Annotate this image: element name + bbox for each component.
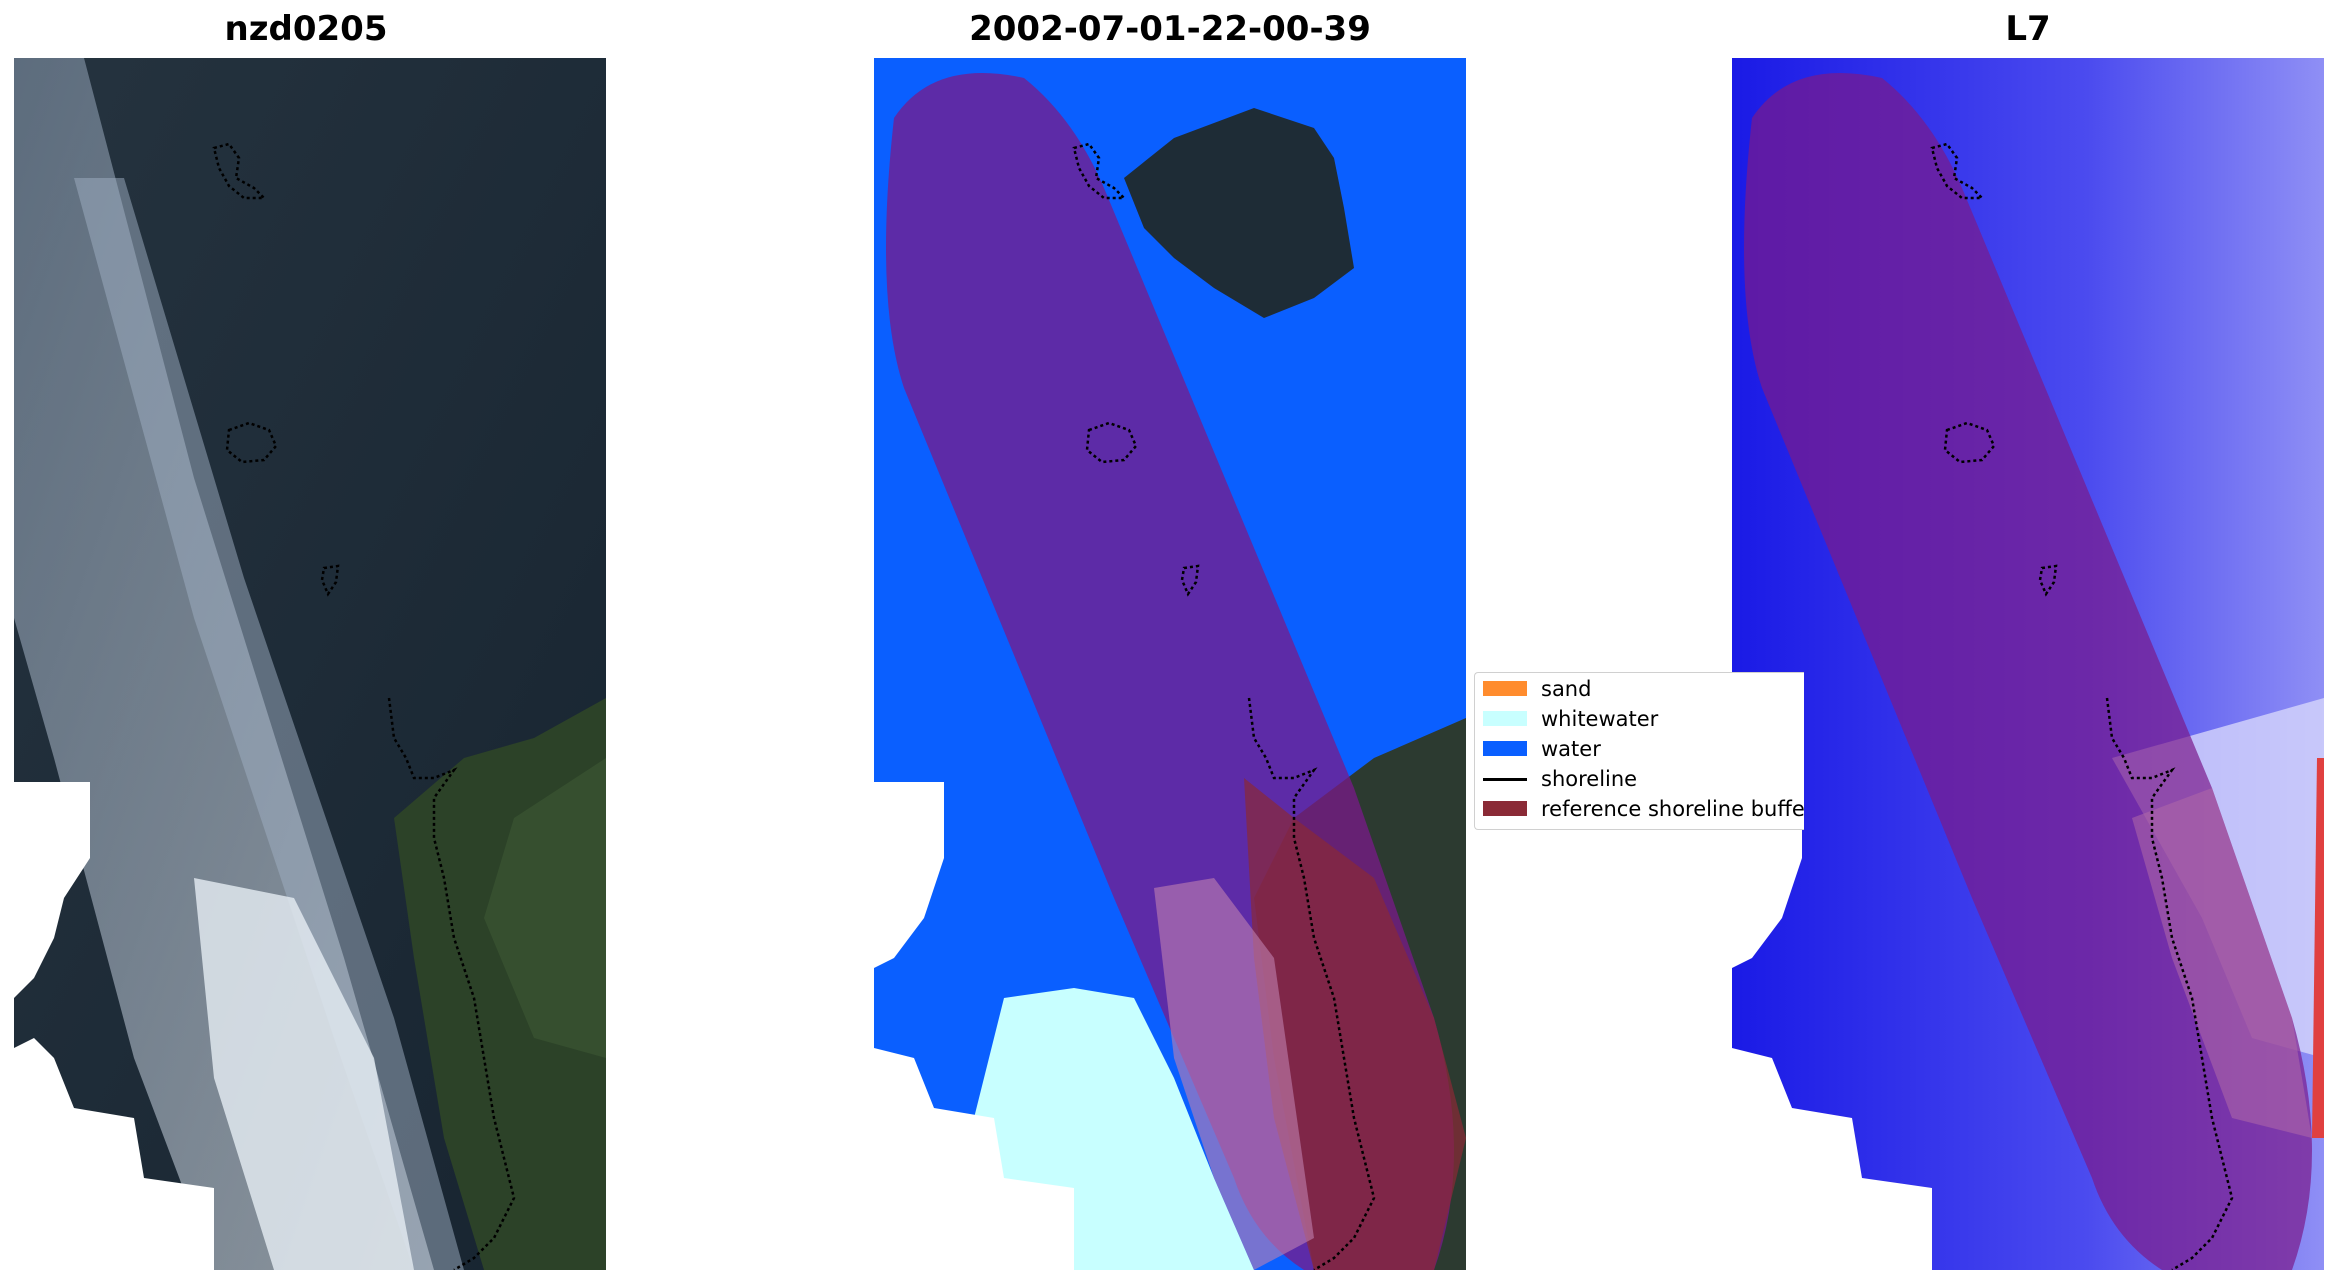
shoreline-contours — [1930, 142, 2234, 1270]
legend-swatch-whitewater — [1483, 711, 1527, 726]
legend-item-shoreline: shoreline — [1475, 765, 1804, 793]
buffer-whitewater-overlap — [1154, 878, 1314, 1270]
legend-swatch-reference-buffer — [1483, 801, 1527, 816]
index-edge-artifact — [2312, 758, 2324, 1138]
land-area — [484, 758, 606, 1058]
panel-title-index: L7 — [2005, 9, 2051, 49]
legend-line-shoreline — [1483, 778, 1527, 781]
legend-item-sand: sand — [1475, 675, 1804, 703]
legend-item-reference-buffer: reference shoreline buffer — [1475, 795, 1804, 823]
panel-title-rgb: nzd0205 — [224, 9, 388, 49]
rgb-image-panel — [14, 58, 606, 1270]
legend: sand whitewater water shoreline referenc… — [1474, 672, 1804, 830]
legend-label: shoreline — [1541, 767, 1638, 791]
no-data-area — [14, 1038, 214, 1270]
no-data-area — [14, 782, 90, 998]
shoreline-contours — [212, 142, 516, 1270]
panel-title-classified: 2002-07-01-22-00-39 — [969, 9, 1371, 49]
reference-shoreline-buffer — [1744, 73, 2312, 1270]
no-data-area — [1732, 1048, 1932, 1270]
cloud-band — [194, 878, 414, 1270]
legend-swatch-water — [1483, 741, 1527, 756]
no-data-area — [874, 782, 944, 968]
index-image-panel — [1732, 58, 2324, 1270]
legend-label: water — [1541, 737, 1601, 761]
legend-label: sand — [1541, 677, 1592, 701]
legend-label: whitewater — [1541, 707, 1659, 731]
legend-item-whitewater: whitewater — [1475, 705, 1804, 733]
cloud-band — [74, 178, 464, 1270]
legend-item-water: water — [1475, 735, 1804, 763]
legend-label: reference shoreline buffer — [1541, 797, 1804, 821]
shoreline-contours — [1072, 142, 1376, 1270]
classified-image — [874, 58, 1466, 1270]
rgb-image — [14, 58, 606, 1270]
classified-image-panel — [874, 58, 1466, 1270]
legend-swatch-sand — [1483, 681, 1527, 696]
buffer-land-overlap — [2132, 788, 2312, 1138]
index-image — [1732, 58, 2324, 1270]
land-area — [1124, 108, 1354, 318]
no-data-area — [874, 1048, 1074, 1270]
